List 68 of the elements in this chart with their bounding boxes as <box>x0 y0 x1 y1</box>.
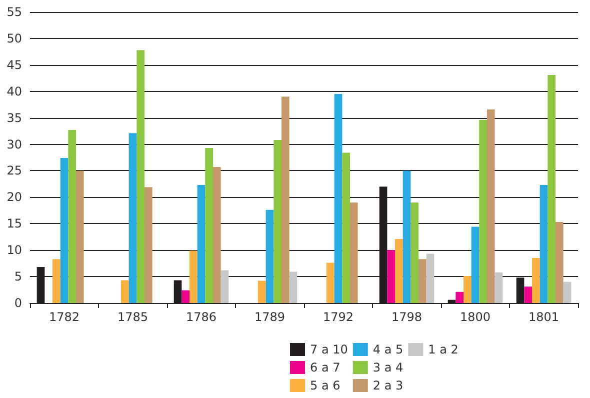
x-tick-label: 1782 <box>48 310 80 324</box>
bar <box>456 292 464 303</box>
bar <box>350 202 358 303</box>
y-tick-label: 50 <box>6 31 22 46</box>
bar <box>540 185 548 303</box>
legend-label: 6 a 7 <box>310 360 340 374</box>
y-tick-label: 55 <box>6 5 22 19</box>
x-tick-label: 1785 <box>117 310 148 324</box>
bar <box>190 250 198 303</box>
bar <box>136 50 144 303</box>
y-tick-label: 20 <box>6 190 22 204</box>
bar <box>144 187 152 303</box>
bar <box>266 210 274 303</box>
bar <box>281 96 290 303</box>
bar <box>494 272 503 303</box>
bar <box>326 262 334 303</box>
bar <box>52 259 60 303</box>
bar <box>548 74 556 303</box>
y-tick-label: 25 <box>6 164 22 178</box>
bar <box>402 170 411 303</box>
y-tick-label: 10 <box>6 243 22 258</box>
bar <box>486 109 495 303</box>
y-tick-label: 5 <box>14 270 22 284</box>
bar <box>289 272 298 303</box>
legend-label: 1 a 2 <box>428 342 458 356</box>
y-tick-label: 15 <box>6 216 22 231</box>
x-tick-label: 1800 <box>460 310 491 324</box>
bar <box>197 185 206 303</box>
bar <box>68 130 76 303</box>
bar <box>342 152 350 303</box>
bar <box>128 133 137 303</box>
legend-label: 7 a 10 <box>310 342 348 356</box>
legend-label: 4 a 5 <box>372 342 404 356</box>
bar <box>395 238 403 303</box>
bar <box>121 280 129 303</box>
bar <box>387 250 396 303</box>
y-tick-label: 30 <box>6 137 22 152</box>
bar <box>555 222 564 303</box>
x-tick-label: 1792 <box>322 310 354 324</box>
bar <box>471 226 480 303</box>
bar <box>479 120 487 303</box>
x-tick-label: 1801 <box>528 310 560 324</box>
bar <box>182 290 190 303</box>
bar <box>205 148 213 303</box>
bar <box>418 259 426 303</box>
x-tick-label: 1786 <box>186 310 217 324</box>
bar <box>532 258 540 303</box>
bar <box>426 254 434 303</box>
y-tick-label: 45 <box>6 58 22 72</box>
x-tick-label: 1798 <box>391 310 422 324</box>
bar <box>410 202 418 303</box>
y-tick-label: 40 <box>6 84 22 98</box>
bar <box>60 158 68 303</box>
y-tick-label: 35 <box>6 110 22 125</box>
bar <box>524 286 532 303</box>
legend-label: 3 a 4 <box>372 360 404 374</box>
x-tick-label: 1789 <box>254 310 286 324</box>
bar <box>334 94 342 303</box>
bar <box>76 170 84 303</box>
legend-label: 2 a 3 <box>372 378 404 392</box>
y-tick-label: 0 <box>14 296 22 310</box>
bar <box>464 276 472 303</box>
bar <box>258 280 266 303</box>
bar <box>563 282 572 303</box>
bar <box>220 270 229 303</box>
bar <box>212 167 221 303</box>
bar <box>274 140 282 303</box>
legend-label: 5 a 6 <box>310 378 340 392</box>
